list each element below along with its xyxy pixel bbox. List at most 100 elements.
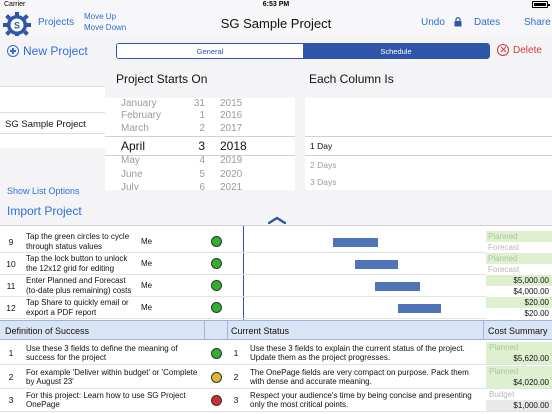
forecast-cost: $20.00: [486, 307, 552, 319]
task-owner[interactable]: Me: [141, 259, 153, 268]
forecast-cost: Forecast: [486, 263, 552, 275]
status-bar: Carrier 6:53 PM: [0, 0, 552, 11]
task-owner[interactable]: Me: [141, 237, 153, 246]
day-value: 31: [193, 98, 205, 109]
forecast-cost: $4,000.00: [486, 285, 552, 297]
task-cost[interactable]: Planned Forecast: [486, 230, 552, 253]
clock: 6:53 PM: [262, 1, 290, 8]
success-status[interactable]: [205, 366, 227, 388]
day-value: 4: [199, 155, 205, 166]
cost-summary-cell[interactable]: Planned $4,020.00: [486, 366, 552, 388]
svg-text:S: S: [14, 21, 20, 31]
delete-button[interactable]: Delete: [497, 44, 542, 56]
planned-cost: Planned: [486, 230, 552, 242]
status-number: 2: [233, 372, 239, 382]
status-circle-icon[interactable]: [210, 280, 222, 291]
task-status[interactable]: [205, 275, 227, 296]
gantt-bar[interactable]: [375, 282, 420, 291]
month-value: July: [121, 182, 139, 190]
task-owner[interactable]: Me: [141, 303, 153, 312]
current-status-heading: Current Status: [231, 326, 290, 336]
share-button[interactable]: Share: [524, 17, 551, 28]
status-circle-icon[interactable]: [210, 258, 222, 269]
column-picker-row[interactable]: 2 Days: [310, 160, 337, 170]
task-cost[interactable]: $20.00 $20.00: [486, 296, 552, 319]
task-name[interactable]: Tap the green circles to cycle through s…: [26, 232, 130, 251]
column-duration-picker[interactable]: 1 Day 2 Days 3 Days: [305, 98, 552, 190]
tab-schedule[interactable]: Schedule: [303, 44, 489, 58]
cost-summary-cell[interactable]: Budget $1,000.00: [486, 389, 552, 411]
status-circle-icon[interactable]: [210, 302, 222, 313]
task-row[interactable]: 9 Tap the green circles to cycle through …: [0, 230, 552, 253]
budget-label: Budget: [489, 390, 515, 399]
gantt-bar[interactable]: [333, 238, 378, 247]
column-picker-row[interactable]: 1 Day: [310, 141, 333, 151]
column-picker-row[interactable]: 3 Days: [310, 177, 337, 187]
task-status[interactable]: [205, 297, 227, 318]
status-text[interactable]: Respect your audience's time by being co…: [250, 390, 472, 410]
page-title: SG Sample Project: [220, 16, 332, 31]
cost-summary-cell[interactable]: Planned $5,620.00: [486, 342, 552, 364]
settings-tabs: General Schedule: [116, 43, 490, 59]
planned-label: Planned: [486, 366, 552, 377]
cost-summary-heading: Cost Summary: [488, 326, 548, 336]
status-text[interactable]: Use these 3 fields to explain the curren…: [250, 343, 465, 363]
success-status[interactable]: [205, 342, 227, 364]
task-name[interactable]: Tap Share to quickly email or export a P…: [26, 298, 129, 317]
start-date-picker[interactable]: January 31 2015 February 1 2016 March 2 2017 Apri…: [105, 98, 295, 190]
task-name[interactable]: Enter Planned and Forecast (to-date plus…: [26, 276, 132, 295]
gantt-bar[interactable]: [398, 304, 441, 313]
app-logo-icon: S: [3, 12, 31, 38]
task-owner[interactable]: Me: [141, 281, 153, 290]
task-status[interactable]: [205, 231, 227, 252]
month-value: June: [121, 169, 143, 180]
status-circle-icon[interactable]: [210, 347, 222, 359]
status-circle-icon[interactable]: [210, 236, 222, 247]
projects-button[interactable]: Projects: [38, 17, 75, 28]
task-row[interactable]: 11 Enter Planned and Forecast (to-date pl…: [0, 274, 552, 297]
status-circle-icon[interactable]: [210, 371, 222, 383]
summary-header: Definition of Success Current Status Cos…: [0, 320, 552, 340]
new-project-label: New Project: [23, 44, 88, 58]
year-value: 2018: [220, 139, 247, 153]
month-value: March: [121, 123, 149, 134]
collapse-panel-icon[interactable]: [268, 216, 286, 224]
task-row[interactable]: 10 Tap the lock button to unlock the 12x1…: [0, 252, 552, 275]
summary-row[interactable]: 3 For this project: Learn how to use SG P…: [0, 389, 552, 412]
show-list-options-link[interactable]: Show List Options: [7, 186, 80, 196]
summary-row[interactable]: 2 For example 'Deliver within budget' or …: [0, 366, 552, 389]
day-value: 5: [199, 169, 205, 180]
month-value: January: [121, 98, 157, 109]
task-name[interactable]: Tap the lock button to unlock the 12x12 …: [26, 254, 128, 273]
dates-button[interactable]: Dates: [474, 17, 501, 28]
import-project-link[interactable]: Import Project: [7, 204, 82, 218]
status-number: 3: [233, 395, 239, 405]
delete-x-icon: [497, 44, 509, 56]
summary-row[interactable]: 1 Use these 3 fields to define the meanin…: [0, 342, 552, 365]
tab-general[interactable]: General: [117, 44, 303, 58]
success-text[interactable]: For example 'Deliver within budget' or '…: [26, 367, 198, 387]
move-down-button[interactable]: Move Down: [84, 23, 127, 32]
forecast-cost: Forecast: [486, 241, 552, 253]
success-status[interactable]: [205, 389, 227, 411]
success-text[interactable]: For this project: Learn how to use SG Pr…: [26, 390, 186, 410]
status-text[interactable]: The OnePage fields are very compact on p…: [250, 367, 469, 387]
move-up-button[interactable]: Move Up: [84, 12, 117, 21]
month-value: February: [121, 110, 162, 121]
new-project-button[interactable]: New Project: [7, 44, 88, 58]
task-cost[interactable]: $5,000.00 $4,000.00: [486, 274, 552, 297]
undo-button[interactable]: Undo: [421, 17, 445, 28]
success-text[interactable]: Use these 3 fields to define the meaning…: [26, 343, 178, 363]
year-value: 2021: [220, 182, 243, 190]
status-circle-icon[interactable]: [210, 394, 222, 406]
task-status[interactable]: [205, 253, 227, 274]
task-row[interactable]: 12 Tap Share to quickly email or export a…: [0, 296, 552, 319]
planned-total: $5,620.00: [486, 353, 552, 364]
lock-icon[interactable]: [454, 17, 462, 27]
project-list-item[interactable]: SG Sample Project: [0, 112, 105, 134]
day-value: 6: [199, 182, 205, 190]
status-number: 1: [233, 348, 239, 358]
gantt-bar[interactable]: [355, 260, 398, 269]
task-cost[interactable]: Planned Forecast: [486, 252, 552, 275]
year-value: 2019: [220, 155, 243, 166]
